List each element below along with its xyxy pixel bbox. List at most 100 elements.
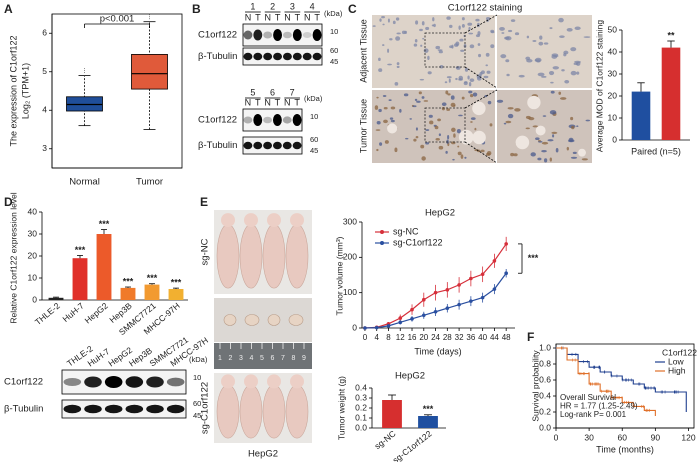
nucleus (428, 114, 433, 118)
nucleus (576, 125, 579, 128)
nucleus (566, 27, 573, 32)
lane-number: 5 (250, 87, 255, 97)
nucleus (490, 44, 495, 49)
point (457, 283, 461, 287)
nucleus (444, 81, 448, 84)
x-tick-label: HepG2 (83, 300, 110, 325)
blot-band (282, 52, 292, 61)
point (433, 290, 438, 295)
nucleus (409, 118, 413, 120)
nucleus (378, 108, 382, 113)
nucleus (475, 34, 481, 38)
nucleus (541, 149, 547, 153)
blot-band (282, 141, 292, 150)
nucleus (437, 118, 441, 122)
nucleus (415, 135, 419, 139)
nucleus (507, 113, 514, 119)
y-tick-label: 10 (28, 272, 38, 282)
nucleus (445, 150, 448, 154)
nucleus (405, 137, 409, 140)
x-tick-label: Tumor (136, 177, 163, 188)
annotation: Overall Survival (560, 393, 616, 402)
outlier (149, 14, 150, 16)
x-tick-label: HuH-7 (60, 300, 85, 324)
y-tick-label: 30 (608, 68, 618, 78)
nucleus (372, 25, 376, 27)
nucleus (510, 152, 515, 157)
nucleus (549, 27, 553, 30)
nucleus (415, 127, 418, 131)
blot-band (273, 52, 283, 61)
nucleus (485, 17, 491, 21)
y-tick-label: 10 (608, 112, 618, 122)
significance: *** (99, 219, 110, 229)
tumor (244, 314, 260, 326)
zoom-line (464, 141, 498, 164)
nucleus (535, 137, 540, 140)
nucleus (470, 121, 473, 123)
nucleus (549, 110, 557, 115)
mouse (285, 384, 309, 439)
panel-label: D (4, 195, 13, 209)
nucleus (474, 127, 477, 131)
nucleus (564, 80, 570, 84)
zoom-line (464, 89, 498, 109)
blot-band (166, 377, 185, 387)
y-tick-label: 0 (32, 294, 37, 304)
blot-membrane (61, 399, 187, 419)
ruler-number: 6 (271, 355, 275, 362)
marker: 10 (330, 27, 338, 36)
nucleus (446, 16, 451, 20)
y-tick-label: 0 (352, 322, 357, 332)
nucleus (437, 49, 443, 52)
nucleus (566, 146, 570, 151)
lane-label: N (245, 12, 252, 22)
nucleus (445, 90, 449, 95)
blot-band (243, 30, 253, 40)
significance: *** (423, 404, 434, 414)
nucleus (455, 77, 458, 81)
outlier (84, 70, 85, 72)
panel-title: C1orf122 staining (448, 3, 522, 14)
mouse-head (244, 213, 258, 228)
x-tick-label: sg-NC (372, 428, 397, 451)
nucleus (461, 96, 465, 100)
nucleus (518, 74, 525, 78)
nucleus (561, 69, 565, 72)
y-tick-label: 0.6 (539, 374, 551, 384)
row-label: Adjacent Tissue (358, 19, 368, 83)
ruler-number: 2 (229, 355, 233, 362)
blot-band (263, 52, 273, 61)
nucleus (414, 98, 418, 102)
x-tick-label: 16 (408, 333, 417, 342)
y-label: Average MOD of C1orf122 staining (594, 20, 604, 152)
nucleus (376, 148, 379, 152)
nucleus (475, 18, 480, 22)
lane-label: N (264, 12, 271, 22)
nucleus (425, 129, 430, 132)
ruler-number: 7 (281, 355, 285, 362)
legend-marker (380, 230, 384, 234)
mouse (239, 223, 263, 289)
lane-label: N (284, 97, 291, 107)
bar (120, 287, 136, 300)
nucleus (552, 134, 555, 138)
point (504, 242, 508, 246)
blot-band (263, 31, 273, 39)
nucleus (525, 115, 531, 119)
point (410, 307, 414, 312)
nucleus (532, 39, 537, 42)
nucleus (467, 22, 473, 26)
nucleus (446, 108, 451, 111)
blot-band (146, 404, 164, 414)
nucleus (505, 120, 512, 124)
nucleus (464, 67, 469, 72)
blot-band (125, 404, 144, 414)
nucleus (461, 23, 465, 28)
lumen (535, 125, 546, 136)
protein-label: C1orf122 (4, 377, 43, 388)
nucleus (472, 92, 478, 97)
zoom-line (464, 66, 498, 89)
nucleus (382, 44, 385, 46)
legend-label: sg-C1orf122 (393, 237, 443, 247)
